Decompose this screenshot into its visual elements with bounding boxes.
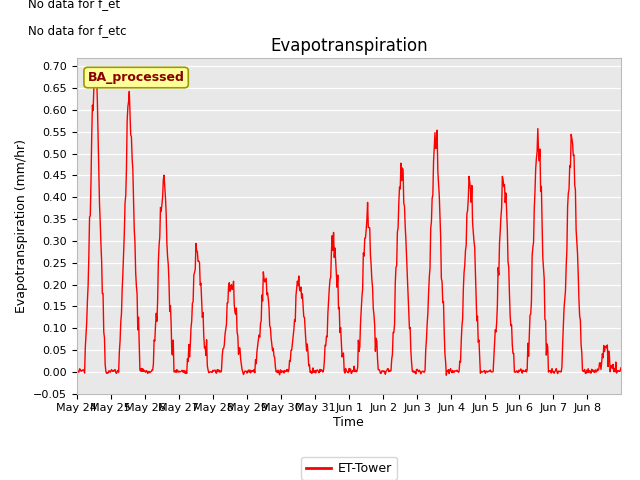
Title: Evapotranspiration: Evapotranspiration <box>270 36 428 55</box>
Text: No data for f_etc: No data for f_etc <box>28 24 126 37</box>
Legend: ET-Tower: ET-Tower <box>301 457 397 480</box>
Y-axis label: Evapotranspiration (mm/hr): Evapotranspiration (mm/hr) <box>15 139 28 312</box>
X-axis label: Time: Time <box>333 416 364 429</box>
Text: No data for f_et: No data for f_et <box>28 0 120 10</box>
Text: BA_processed: BA_processed <box>88 71 184 84</box>
